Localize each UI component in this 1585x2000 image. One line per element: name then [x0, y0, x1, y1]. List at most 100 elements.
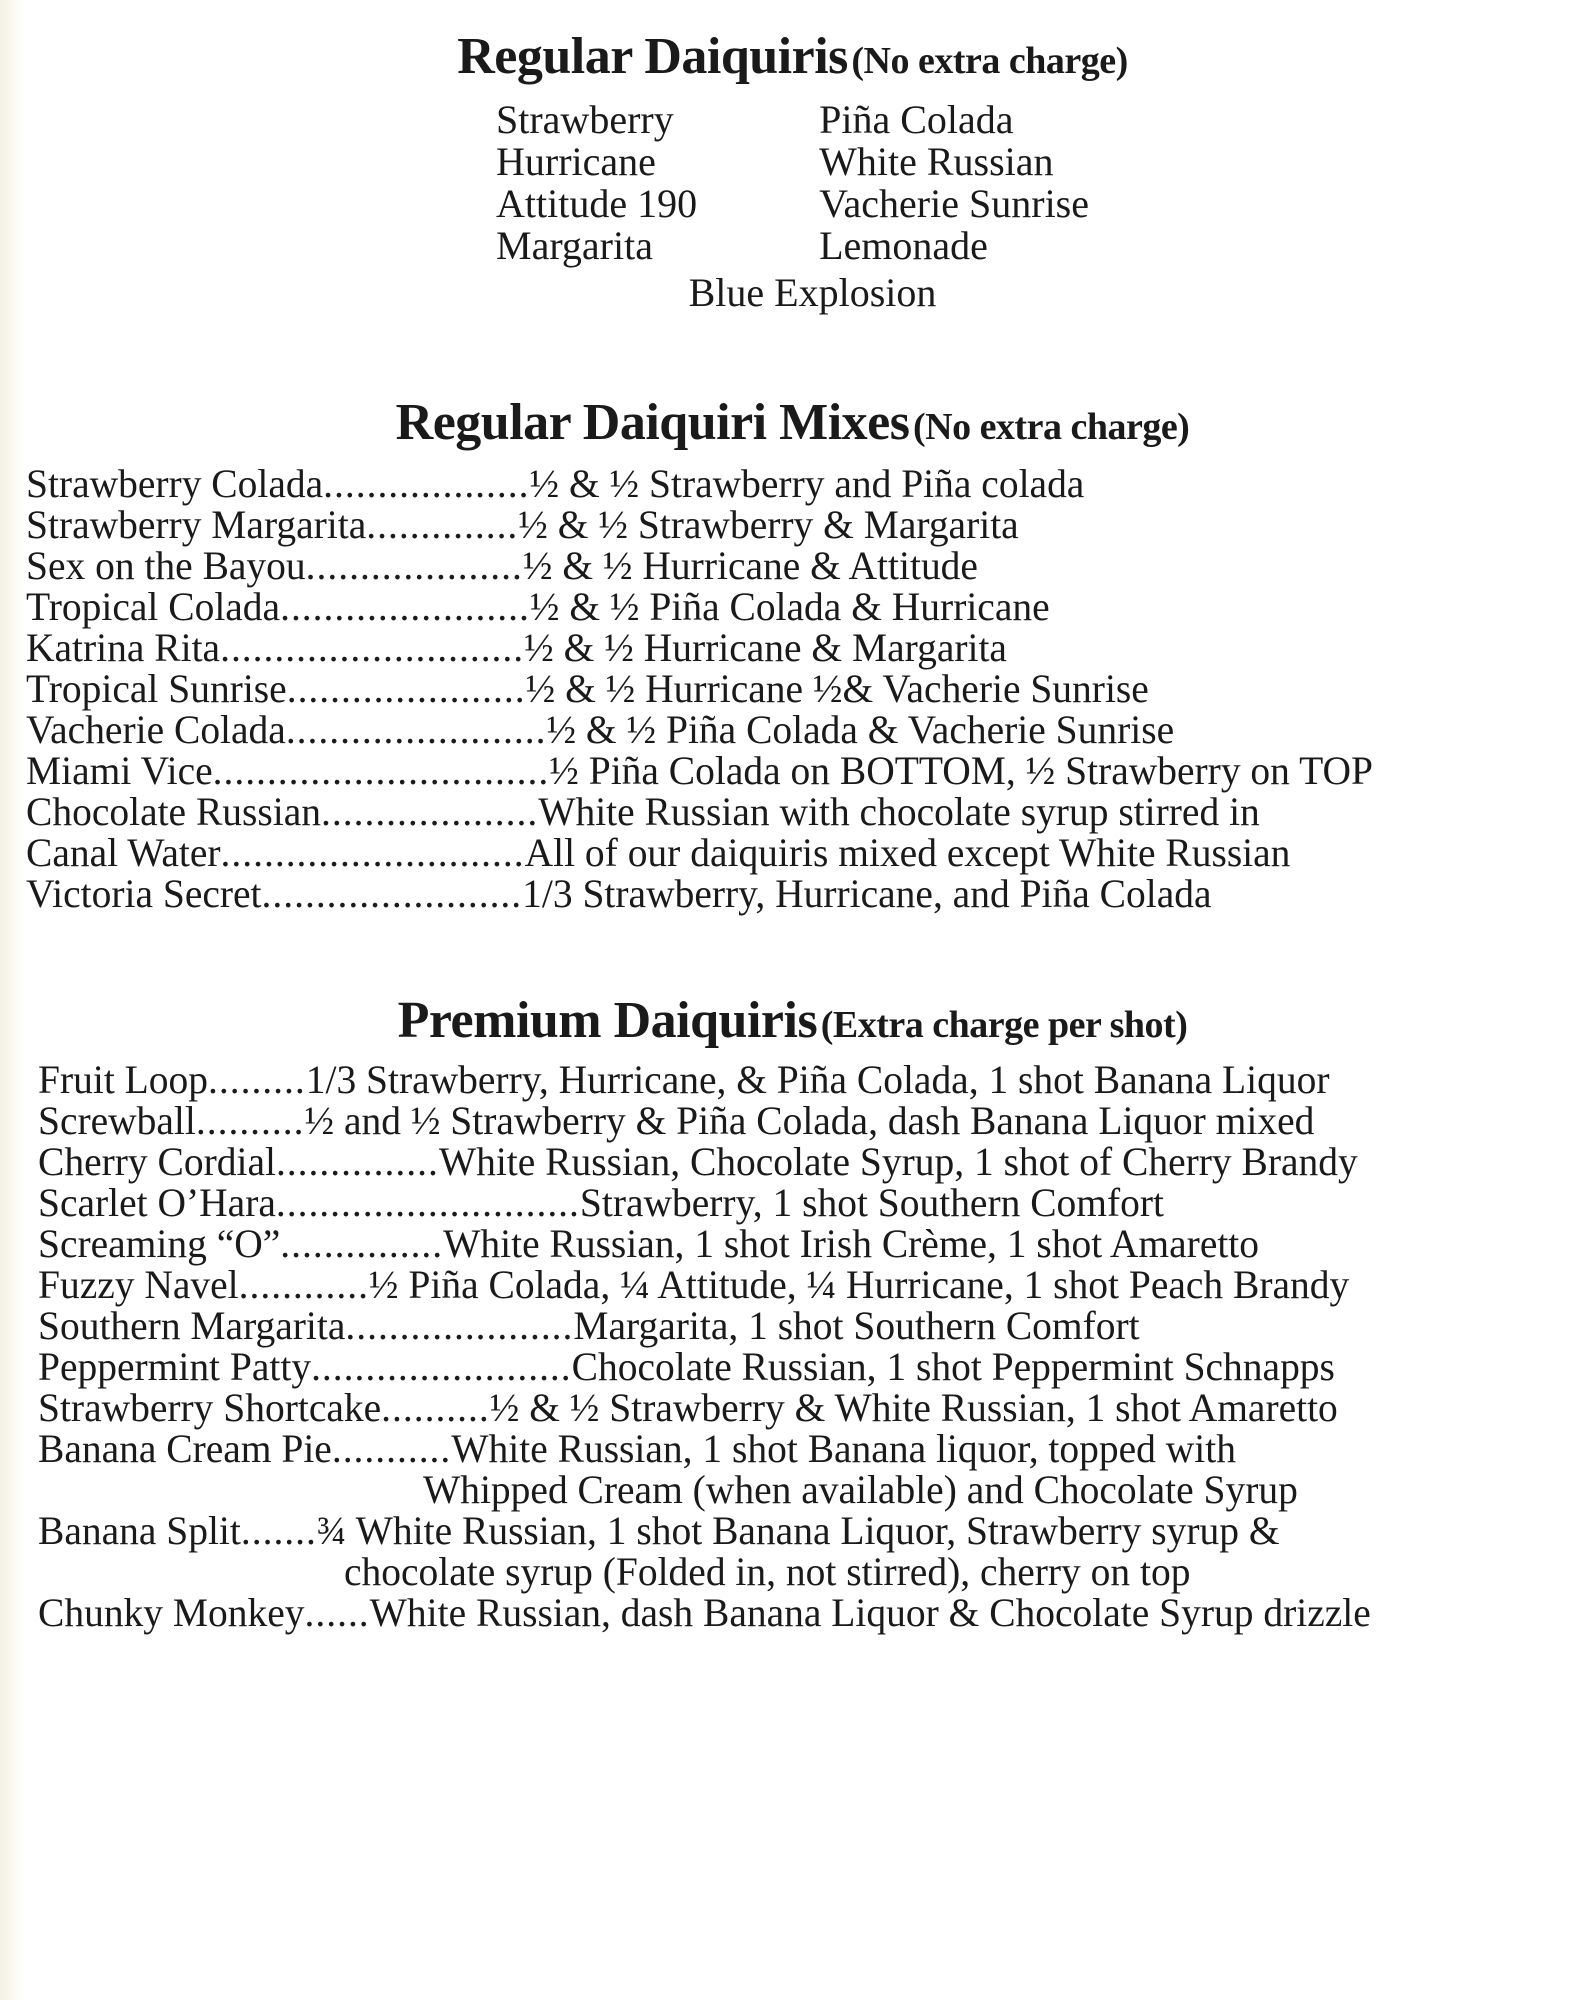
item-description-continuation: chocolate syrup (Folded in, not stirred)… [343, 1548, 1191, 1594]
leader-dots: .......... [195, 1099, 305, 1141]
list-item: Strawberry Colada ................... ½ … [26, 463, 1565, 504]
section-regular-daiquiri-mixes: Regular Daiquiri Mixes (No extra charge)… [0, 396, 1585, 914]
leader-dots: .......... [381, 1386, 490, 1428]
list-item: Lemonade [819, 223, 988, 269]
list-item: Strawberry Margarita .............. ½ & … [26, 504, 1565, 545]
item-name: Strawberry Shortcake [38, 1384, 382, 1430]
item-name: Victoria Secret [26, 870, 262, 916]
list-item: Strawberry [496, 96, 674, 142]
leader-dots: ........... [331, 1427, 452, 1469]
item-description: Chocolate Russian, 1 shot Peppermint Sch… [571, 1343, 1335, 1389]
list-item: Canal Water ............................… [26, 832, 1565, 873]
item-name: Banana Split [38, 1507, 241, 1553]
item-name: Banana Cream Pie [38, 1425, 332, 1471]
list-item: Chunky Monkey ...... White Russian, dash… [38, 1592, 1565, 1633]
item-description: ½ & ½ Strawberry & White Russian, 1 shot… [489, 1384, 1338, 1430]
leader-dots: ............... [275, 1140, 439, 1182]
list-item: Hurricane [496, 138, 656, 184]
item-description: 1/3 Strawberry, Hurricane, and Piña Cola… [522, 870, 1212, 916]
list-item: Scarlet O’Hara .........................… [38, 1182, 1565, 1223]
item-description: ½ & ½ Hurricane ½& Vacherie Sunrise [525, 665, 1149, 711]
item-description: Margarita, 1 shot Southern Comfort [573, 1302, 1140, 1348]
leader-dots: ............................ [275, 1181, 580, 1223]
list-item: White Russian [819, 138, 1054, 184]
list-item: Southern Margarita .....................… [38, 1305, 1565, 1346]
item-description: ½ Piña Colada on BOTTOM, ½ Strawberry on… [549, 747, 1373, 793]
item-name: Chunky Monkey [38, 1589, 305, 1635]
item-name: Miami Vice [26, 747, 213, 793]
item-description: White Russian with chocolate syrup stirr… [538, 788, 1260, 834]
list-item: Victoria Secret ........................… [26, 873, 1565, 914]
section-premium-daiquiris: Premium Daiquiris (Extra charge per shot… [0, 991, 1585, 1633]
list-item: Vacherie Sunrise [819, 180, 1089, 226]
section-heading-sub: (Extra charge per shot) [820, 1003, 1188, 1046]
item-name: Katrina Rita [26, 624, 221, 670]
item-description: White Russian, 1 shot Irish Crème, 1 sho… [443, 1220, 1260, 1266]
list-item: Fuzzy Navel ............ ½ Piña Colada, … [38, 1264, 1565, 1305]
leader-dots: .................... [321, 790, 539, 832]
leader-dots: ........................ [261, 872, 523, 914]
leader-dots: ..................... [345, 1304, 574, 1346]
item-name: Canal Water [26, 829, 221, 875]
list-item: Strawberry Shortcake .......... ½ & ½ St… [38, 1387, 1565, 1428]
list-item: Chocolate Russian .................... W… [26, 791, 1565, 832]
leader-dots: ............... [280, 1222, 444, 1264]
section-heading-main: Regular Daiquiri Mixes [395, 394, 910, 452]
list-item: Peppermint Patty .......................… [38, 1346, 1565, 1387]
item-description: ½ & ½ Strawberry & Margarita [518, 501, 1019, 547]
leader-dots: .............. [366, 503, 519, 545]
item-name: Strawberry Colada [26, 460, 324, 506]
item-description: ¾ White Russian, 1 shot Banana Liquor, S… [316, 1507, 1280, 1553]
leader-dots: ............ [238, 1263, 369, 1305]
leader-dots: ............................... [212, 749, 550, 791]
item-description: 1/3 Strawberry, Hurricane, & Piña Colada… [305, 1056, 1330, 1102]
leader-dots: ....................... [280, 585, 530, 627]
item-description: ½ Piña Colada, ¼ Attitude, ¼ Hurricane, … [368, 1261, 1350, 1307]
leader-dots: ........................ [285, 708, 547, 750]
item-name: Strawberry Margarita [26, 501, 367, 547]
item-name: Screwball [38, 1097, 196, 1143]
list-item: Fruit Loop ......... 1/3 Strawberry, Hur… [38, 1059, 1565, 1100]
item-description: Strawberry, 1 shot Southern Comfort [579, 1179, 1165, 1225]
section-heading-main: Premium Daiquiris [397, 991, 818, 1049]
item-name: Peppermint Patty [38, 1343, 312, 1389]
item-description: White Russian, 1 shot Banana liquor, top… [451, 1425, 1236, 1471]
regular-daiquiri-mixes-list: Strawberry Colada ................... ½ … [0, 463, 1585, 914]
item-name: Chocolate Russian [26, 788, 322, 834]
list-item: Tropical Sunrise ...................... … [26, 668, 1565, 709]
item-name: Vacherie Colada [26, 706, 286, 752]
section-heading-sub: (No extra charge) [912, 406, 1190, 449]
section-heading-regular-daiquiri-mixes: Regular Daiquiri Mixes (No extra charge) [0, 396, 1585, 451]
item-description: ½ & ½ Piña Colada & Hurricane [529, 583, 1050, 629]
item-name: Sex on the Bayou [26, 542, 306, 588]
list-item: Attitude 190 [496, 180, 698, 226]
leader-dots: ............................ [220, 831, 525, 873]
section-heading-regular-daiquiris: Regular Daiquiris (No extra charge) [0, 28, 1585, 85]
list-item: Banana Cream Pie ........... White Russi… [38, 1428, 1565, 1469]
menu-page: Regular Daiquiris (No extra charge) Stra… [0, 28, 1585, 1633]
item-description: White Russian, Chocolate Syrup, 1 shot o… [438, 1138, 1358, 1184]
regular-daiquiris-column-2: Piña Colada White Russian Vacherie Sunri… [819, 98, 1089, 269]
item-name: Screaming “O” [38, 1220, 281, 1266]
section-heading-main: Regular Daiquiris [457, 28, 848, 85]
item-name: Tropical Colada [26, 583, 281, 629]
regular-daiquiris-column-1: Strawberry Hurricane Attitude 190 Margar… [496, 96, 698, 268]
leader-dots: ......... [208, 1058, 306, 1100]
item-description: ½ & ½ Piña Colada & Vacherie Sunrise [546, 706, 1175, 752]
section-heading-premium-daiquiris: Premium Daiquiris (Extra charge per shot… [0, 991, 1585, 1049]
list-item: Katrina Rita ...........................… [26, 627, 1565, 668]
leader-dots: ........................ [311, 1345, 572, 1387]
item-name: Southern Margarita [38, 1302, 346, 1348]
item-description-continuation: Whipped Cream (when available) and Choco… [422, 1466, 1298, 1512]
leader-dots: ................... [323, 462, 530, 504]
item-name: Fruit Loop [38, 1056, 209, 1102]
leader-dots: ...................... [286, 667, 526, 709]
item-description: ½ & ½ Hurricane & Attitude [522, 542, 978, 588]
item-description: All of our daiquiris mixed except White … [524, 829, 1291, 875]
item-name: Fuzzy Navel [38, 1261, 239, 1307]
list-item: Cherry Cordial ............... White Rus… [38, 1141, 1565, 1182]
item-description: ½ & ½ Strawberry and Piña colada [529, 460, 1085, 506]
leader-dots: ....... [240, 1509, 317, 1551]
list-item: Sex on the Bayou .................... ½ … [26, 545, 1565, 586]
list-item-blue-explosion: Blue Explosion [688, 270, 937, 316]
